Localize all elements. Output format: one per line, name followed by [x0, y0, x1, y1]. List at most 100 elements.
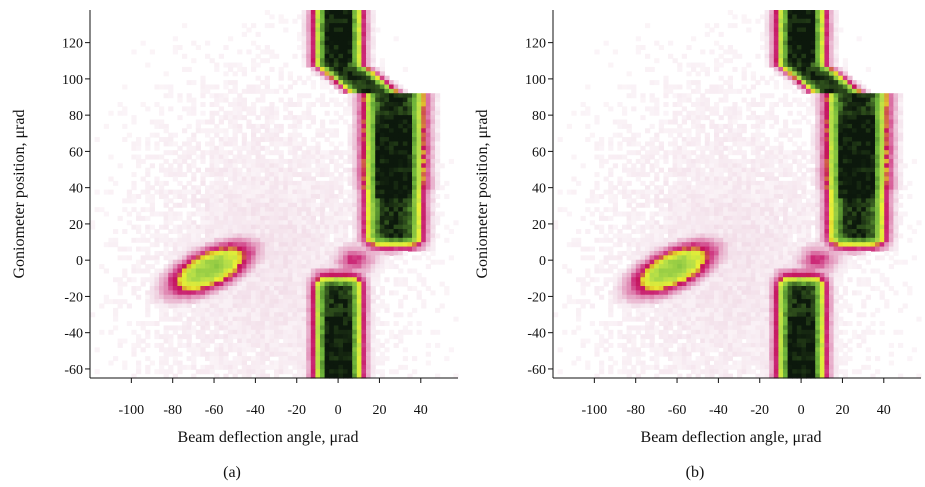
- heatmap-cell: [237, 202, 243, 208]
- heatmap-cell: [218, 189, 224, 195]
- heatmap-cell: [182, 307, 188, 313]
- heatmap-cell: [375, 272, 381, 278]
- heatmap-cell: [159, 334, 165, 340]
- heatmap-cell: [186, 229, 192, 235]
- heatmap-cell: [384, 145, 390, 151]
- heatmap-cell: [819, 40, 825, 46]
- heatmap-cell: [278, 277, 284, 283]
- heatmap-cell: [366, 97, 372, 103]
- heatmap-cell: [333, 246, 339, 252]
- heatmap-cell: [398, 198, 404, 204]
- heatmap-cell: [283, 27, 289, 33]
- heatmap-cell: [824, 18, 830, 24]
- heatmap-cell: [695, 137, 701, 143]
- heatmap-cell: [287, 75, 293, 81]
- heatmap-cell: [709, 27, 715, 33]
- heatmap-cell: [658, 141, 664, 147]
- heatmap-cell: [769, 18, 775, 24]
- heatmap-cell: [329, 207, 335, 213]
- heatmap-cell: [177, 194, 183, 199]
- heatmap-cell: [237, 224, 243, 230]
- heatmap-cell: [796, 53, 802, 59]
- heatmap-cell: [214, 198, 220, 204]
- heatmap-cell: [741, 97, 747, 103]
- heatmap-cell: [732, 110, 738, 116]
- heatmap-cell: [347, 49, 353, 55]
- heatmap-cell: [347, 316, 353, 322]
- heatmap-cell: [769, 106, 775, 112]
- heatmap-cell: [704, 31, 710, 37]
- heatmap-cell: [612, 132, 618, 138]
- heatmap-cell: [126, 132, 132, 138]
- heatmap-cell: [819, 93, 825, 99]
- heatmap-cell: [287, 158, 293, 164]
- heatmap-cell: [287, 141, 293, 147]
- heatmap-cell: [131, 286, 137, 291]
- heatmap-cell: [343, 342, 349, 348]
- y-tick-label: 0: [76, 254, 83, 269]
- heatmap-cell: [407, 167, 413, 173]
- heatmap-cell: [801, 62, 807, 68]
- heatmap-cell: [773, 154, 779, 160]
- heatmap-cell: [122, 360, 128, 366]
- heatmap-cell: [269, 242, 275, 248]
- heatmap-cell: [585, 123, 591, 129]
- heatmap-cell: [140, 158, 146, 164]
- heatmap-cell: [384, 172, 390, 178]
- heatmap-cell: [255, 167, 261, 173]
- heatmap-cell: [352, 123, 358, 129]
- heatmap-cell: [292, 215, 298, 221]
- heatmap-cell: [407, 229, 413, 235]
- heatmap-cell: [366, 373, 372, 379]
- heatmap-cell: [352, 97, 358, 103]
- heatmap-cell: [232, 141, 238, 147]
- heatmap-cell: [714, 40, 720, 46]
- heatmap-cell: [833, 75, 839, 81]
- heatmap-cell: [306, 189, 312, 195]
- heatmap-cell: [379, 110, 385, 116]
- heatmap-cell: [297, 294, 303, 300]
- heatmap-cell: [228, 290, 234, 296]
- heatmap-cell: [320, 281, 326, 287]
- heatmap-cell: [898, 93, 904, 99]
- heatmap-cell: [852, 97, 858, 103]
- heatmap-cell: [375, 158, 381, 164]
- heatmap-cell: [287, 198, 293, 204]
- heatmap-cell: [444, 356, 450, 362]
- heatmap-cell: [214, 242, 220, 248]
- heatmap-cell: [879, 97, 885, 103]
- heatmap-cell: [370, 325, 376, 331]
- heatmap-cell: [306, 360, 312, 366]
- heatmap-cell: [260, 329, 266, 335]
- heatmap-cell: [444, 194, 450, 199]
- heatmap-cell: [343, 347, 349, 353]
- heatmap-cell: [379, 342, 385, 348]
- heatmap-cell: [269, 329, 275, 335]
- heatmap-cell: [182, 342, 188, 348]
- heatmap-cell: [301, 180, 307, 186]
- heatmap-cell: [347, 307, 353, 313]
- heatmap-cell: [783, 58, 789, 64]
- heatmap-cell: [223, 299, 229, 305]
- heatmap-cell: [274, 185, 280, 191]
- heatmap-cell: [241, 145, 247, 151]
- heatmap-cell: [856, 145, 862, 151]
- heatmap-cell: [191, 255, 197, 261]
- heatmap-cell: [333, 71, 339, 77]
- heatmap-cell: [347, 58, 353, 64]
- heatmap-cell: [875, 150, 881, 156]
- heatmap-cell: [430, 237, 436, 243]
- heatmap-cell: [301, 277, 307, 283]
- heatmap-cell: [251, 106, 257, 112]
- heatmap-cell: [865, 145, 871, 151]
- heatmap-cell: [824, 88, 830, 94]
- heatmap-cell: [228, 150, 234, 156]
- heatmap-cell: [379, 132, 385, 138]
- heatmap-cell: [200, 237, 206, 243]
- heatmap-cell: [732, 53, 738, 59]
- heatmap-cell: [237, 145, 243, 151]
- heatmap-cell: [241, 255, 247, 261]
- heatmap-cell: [681, 119, 687, 125]
- heatmap-cell: [732, 137, 738, 143]
- heatmap-cell: [379, 150, 385, 156]
